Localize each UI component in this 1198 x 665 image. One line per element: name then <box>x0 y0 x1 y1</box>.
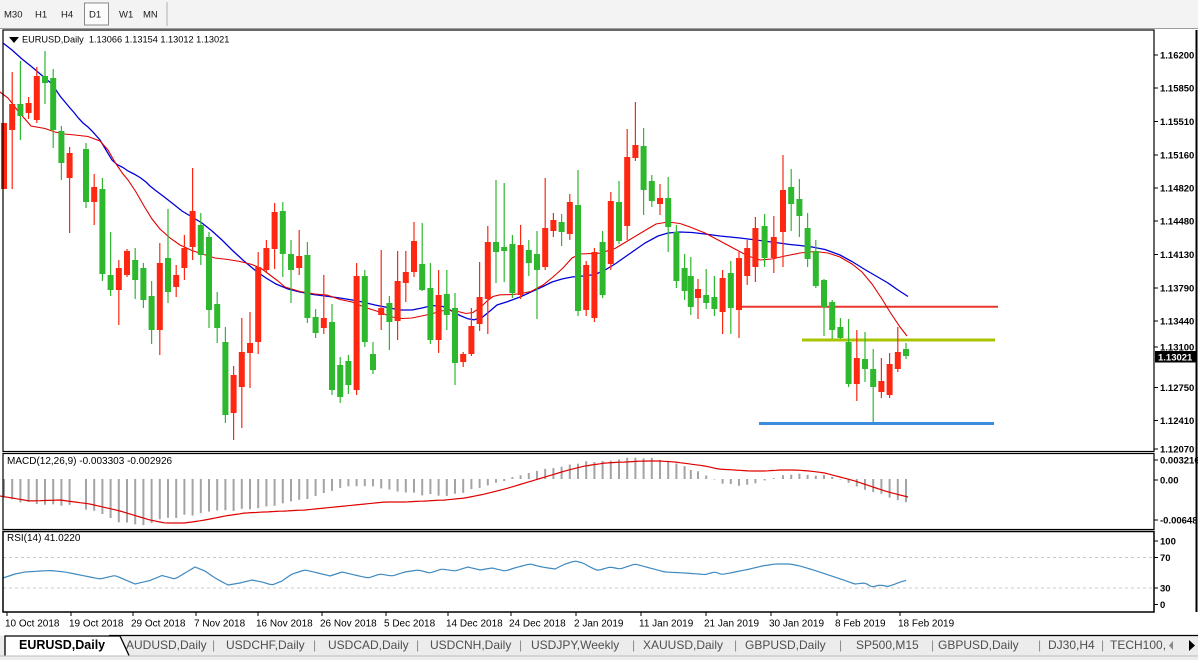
svg-text:|: | <box>519 638 522 652</box>
svg-text:GBPUSD,Daily: GBPUSD,Daily <box>745 638 826 652</box>
svg-text:1.14480: 1.14480 <box>1160 217 1194 228</box>
svg-text:|: | <box>931 638 934 652</box>
svg-text:M30: M30 <box>4 10 22 21</box>
svg-text:|: | <box>416 638 419 652</box>
svg-text:RSI(14) 41.0220: RSI(14) 41.0220 <box>7 533 81 544</box>
svg-text:26 Nov 2018: 26 Nov 2018 <box>320 619 377 630</box>
svg-text:8 Feb 2019: 8 Feb 2019 <box>835 619 886 630</box>
svg-text:0.003216: 0.003216 <box>1160 456 1198 467</box>
svg-text:100: 100 <box>1160 537 1176 548</box>
svg-text:USDCHF,Daily: USDCHF,Daily <box>226 638 305 652</box>
svg-text:0.00: 0.00 <box>1160 476 1179 487</box>
svg-text:1.13021: 1.13021 <box>1158 353 1193 364</box>
svg-text:1.12070: 1.12070 <box>1160 445 1194 456</box>
svg-text:MN: MN <box>143 10 158 21</box>
svg-text:21 Jan 2019: 21 Jan 2019 <box>704 619 759 630</box>
svg-text:W1: W1 <box>119 10 133 21</box>
svg-text:|: | <box>734 638 737 652</box>
svg-text:D1: D1 <box>89 10 101 21</box>
svg-text:|: | <box>313 638 316 652</box>
svg-text:USDJPY,Weekly: USDJPY,Weekly <box>531 638 619 652</box>
svg-text:1.12410: 1.12410 <box>1160 416 1194 427</box>
svg-text:70: 70 <box>1160 553 1171 564</box>
svg-text:EURUSD,Daily: EURUSD,Daily <box>19 638 105 652</box>
svg-text:EURUSD,Daily 1.13066 1.13154: EURUSD,Daily 1.13066 1.13154 1.13012 1.1… <box>22 35 229 45</box>
svg-text:TECH100,: TECH100, <box>1110 638 1166 652</box>
svg-text:GBPUSD,Daily: GBPUSD,Daily <box>938 638 1019 652</box>
svg-text:1.13100: 1.13100 <box>1160 343 1194 354</box>
svg-text:5 Dec 2018: 5 Dec 2018 <box>384 619 436 630</box>
svg-text:XAUUSD,Daily: XAUUSD,Daily <box>643 638 723 652</box>
svg-text:19 Oct 2018: 19 Oct 2018 <box>69 619 124 630</box>
svg-text:1.16200: 1.16200 <box>1160 51 1194 62</box>
svg-text:2 Jan 2019: 2 Jan 2019 <box>574 619 624 630</box>
svg-text:1.13440: 1.13440 <box>1160 317 1194 328</box>
svg-text:SP500,M15: SP500,M15 <box>856 638 919 652</box>
svg-text:H1: H1 <box>35 10 47 21</box>
svg-text:10 Oct 2018: 10 Oct 2018 <box>5 619 60 630</box>
svg-text:|: | <box>839 638 842 652</box>
svg-text:18 Feb 2019: 18 Feb 2019 <box>898 619 955 630</box>
svg-text:MACD(12,26,9) -0.003303 -0.002: MACD(12,26,9) -0.003303 -0.002926 <box>7 456 173 467</box>
svg-text:|: | <box>1101 638 1104 652</box>
svg-text:1.15510: 1.15510 <box>1160 117 1194 128</box>
svg-text:14 Dec 2018: 14 Dec 2018 <box>446 619 503 630</box>
svg-text:AUDUSD,Daily: AUDUSD,Daily <box>126 638 207 652</box>
svg-text:1.12750: 1.12750 <box>1160 383 1194 394</box>
svg-text:24 Dec 2018: 24 Dec 2018 <box>509 619 566 630</box>
svg-text:H4: H4 <box>61 10 73 21</box>
svg-text:DJ30,H4: DJ30,H4 <box>1048 638 1095 652</box>
svg-text:30 Jan 2019: 30 Jan 2019 <box>769 619 824 630</box>
svg-text:USDCAD,Daily: USDCAD,Daily <box>328 638 409 652</box>
svg-text:30: 30 <box>1160 584 1171 595</box>
svg-text:1.14820: 1.14820 <box>1160 184 1194 195</box>
svg-text:16 Nov 2018: 16 Nov 2018 <box>256 619 313 630</box>
svg-text:1.15160: 1.15160 <box>1160 151 1194 162</box>
svg-text:USDCNH,Daily: USDCNH,Daily <box>430 638 511 652</box>
svg-text:1.14130: 1.14130 <box>1160 250 1194 261</box>
svg-text:1.15850: 1.15850 <box>1160 84 1194 95</box>
svg-text:|: | <box>1038 638 1041 652</box>
svg-text:7 Nov 2018: 7 Nov 2018 <box>194 619 246 630</box>
svg-text:-0.006485: -0.006485 <box>1160 516 1198 527</box>
svg-text:1.13790: 1.13790 <box>1160 284 1194 295</box>
svg-text:11 Jan 2019: 11 Jan 2019 <box>639 619 694 630</box>
svg-text:29 Oct 2018: 29 Oct 2018 <box>131 619 186 630</box>
svg-text:|: | <box>632 638 635 652</box>
svg-text:0: 0 <box>1160 600 1165 611</box>
svg-text:|: | <box>212 638 215 652</box>
